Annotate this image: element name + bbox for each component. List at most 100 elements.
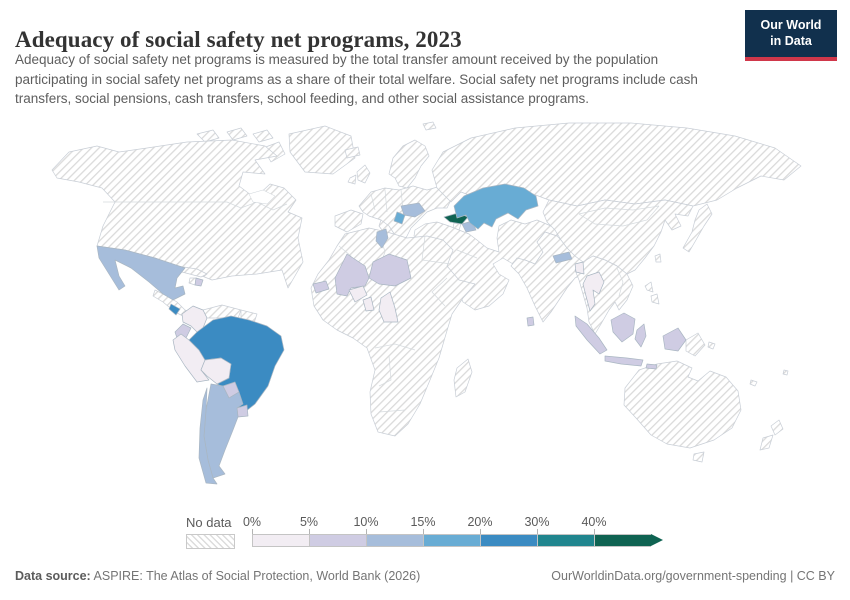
- border-indochina: [616, 267, 624, 297]
- region-iberia[interactable]: [334, 209, 364, 233]
- country-dominican-republic[interactable]: [194, 277, 204, 287]
- legend-tick-4: 20%: [467, 515, 493, 529]
- country-indonesia-java[interactable]: [604, 355, 644, 367]
- region-australia[interactable]: [623, 360, 742, 449]
- country-tunisia[interactable]: [375, 228, 389, 249]
- legend-arrow: [651, 534, 663, 546]
- border-africa-7: [378, 409, 406, 413]
- country-serbia[interactable]: [393, 211, 406, 225]
- legend-bin-1[interactable]: [309, 534, 366, 547]
- world-choropleth-map[interactable]: [27, 118, 822, 510]
- legend-bin-5[interactable]: [537, 534, 594, 547]
- region-arctic-island-3[interactable]: [252, 129, 274, 143]
- legend-tick-1: 5%: [299, 515, 319, 529]
- country-romania[interactable]: [400, 202, 426, 218]
- country-kazakhstan[interactable]: [453, 183, 539, 230]
- country-niger[interactable]: [368, 253, 412, 287]
- region-madagascar[interactable]: [453, 358, 473, 398]
- region-new-zealand-south[interactable]: [759, 434, 774, 451]
- country-chile[interactable]: [198, 387, 218, 485]
- country-senegal[interactable]: [312, 280, 330, 294]
- country-indonesia-sumatra[interactable]: [574, 315, 608, 355]
- data-source: Data source: ASPIRE: The Atlas of Social…: [15, 569, 420, 583]
- legend-no-data-swatch[interactable]: [186, 534, 235, 549]
- great-lakes: [248, 189, 276, 205]
- border-us-canada: [103, 201, 288, 211]
- legend-tickmark: [366, 529, 367, 534]
- region-north-america[interactable]: [51, 139, 304, 289]
- country-costa-rica[interactable]: [168, 303, 181, 316]
- data-source-label: Data source:: [15, 569, 91, 583]
- region-fiji[interactable]: [782, 369, 789, 376]
- country-benin[interactable]: [362, 296, 375, 312]
- border-africa-6: [378, 355, 392, 387]
- border-europe-2: [384, 189, 388, 213]
- legend-tickmark: [423, 529, 424, 534]
- legend-bin-3[interactable]: [423, 534, 480, 547]
- region-east-asia[interactable]: [542, 199, 694, 275]
- legend-bin-4[interactable]: [480, 534, 537, 547]
- country-bangladesh[interactable]: [574, 261, 585, 275]
- owid-logo[interactable]: Our World in Data: [745, 10, 837, 61]
- border-arabia: [456, 249, 478, 259]
- region-philippines-2[interactable]: [650, 293, 660, 305]
- border-africa-3: [421, 235, 452, 265]
- country-nepal[interactable]: [552, 251, 573, 264]
- data-source-text: ASPIRE: The Atlas of Social Protection, …: [90, 569, 421, 583]
- region-svalbard[interactable]: [422, 121, 437, 131]
- logo-line1: Our World: [760, 18, 822, 32]
- region-new-caledonia[interactable]: [749, 379, 758, 387]
- legend-tick-3: 15%: [410, 515, 436, 529]
- legend-tickmark: [594, 529, 595, 534]
- country-argentina[interactable]: [203, 383, 244, 479]
- region-ireland[interactable]: [347, 174, 357, 185]
- region-philippines-1[interactable]: [644, 281, 654, 293]
- country-indonesia-nusa[interactable]: [645, 363, 658, 370]
- logo-line2: in Data: [770, 34, 812, 49]
- country-indonesia-sulawesi[interactable]: [634, 323, 647, 348]
- country-bolivia[interactable]: [200, 357, 232, 385]
- region-britain[interactable]: [356, 164, 371, 184]
- legend-bin-0[interactable]: [252, 534, 309, 547]
- legend-tick-6: 40%: [581, 515, 607, 529]
- border-europe-1: [370, 193, 376, 211]
- border-mongolia-2: [578, 205, 660, 227]
- border-mongolia-1: [578, 205, 660, 215]
- country-sri-lanka[interactable]: [526, 316, 535, 327]
- country-mali[interactable]: [334, 253, 370, 297]
- border-africa-4: [431, 277, 448, 307]
- legend-bin-6[interactable]: [594, 534, 651, 547]
- country-cameroon[interactable]: [378, 291, 399, 323]
- credit-link[interactable]: OurWorldinData.org/government-spending |…: [551, 569, 835, 583]
- country-indonesia-borneo[interactable]: [610, 312, 636, 343]
- country-thailand[interactable]: [582, 271, 605, 312]
- region-taiwan[interactable]: [654, 253, 662, 263]
- legend-bin-2[interactable]: [366, 534, 423, 547]
- legend-tickmark: [309, 529, 310, 534]
- legend-tickmark: [480, 529, 481, 534]
- legend-tick-0: 0%: [242, 515, 262, 529]
- border-africa-5: [374, 343, 416, 351]
- region-new-zealand-north[interactable]: [770, 419, 784, 436]
- legend-colorbar: 0% 5% 10% 15% 20% 30% 40%: [243, 515, 682, 551]
- region-japan[interactable]: [682, 203, 713, 253]
- region-iceland[interactable]: [344, 146, 361, 159]
- region-new-britain[interactable]: [707, 341, 716, 350]
- region-scandinavia[interactable]: [388, 139, 430, 189]
- region-tasmania[interactable]: [692, 451, 705, 463]
- page-title: Adequacy of social safety net programs, …: [15, 27, 462, 53]
- legend-tickmark: [537, 529, 538, 534]
- legend-tick-5: 30%: [524, 515, 550, 529]
- legend-no-data-label: No data: [186, 515, 232, 530]
- chart-subtitle: Adequacy of social safety net programs i…: [15, 52, 698, 107]
- country-burkina-faso[interactable]: [348, 285, 368, 303]
- region-papua-new-guinea[interactable]: [685, 332, 706, 357]
- country-indonesia-papua[interactable]: [662, 327, 687, 352]
- legend-tick-2: 10%: [353, 515, 379, 529]
- region-greenland[interactable]: [288, 125, 356, 175]
- legend-tickmark: [252, 529, 253, 534]
- region-arctic-island-1[interactable]: [196, 129, 220, 143]
- region-arctic-island-2[interactable]: [226, 127, 248, 141]
- country-mexico[interactable]: [96, 245, 186, 301]
